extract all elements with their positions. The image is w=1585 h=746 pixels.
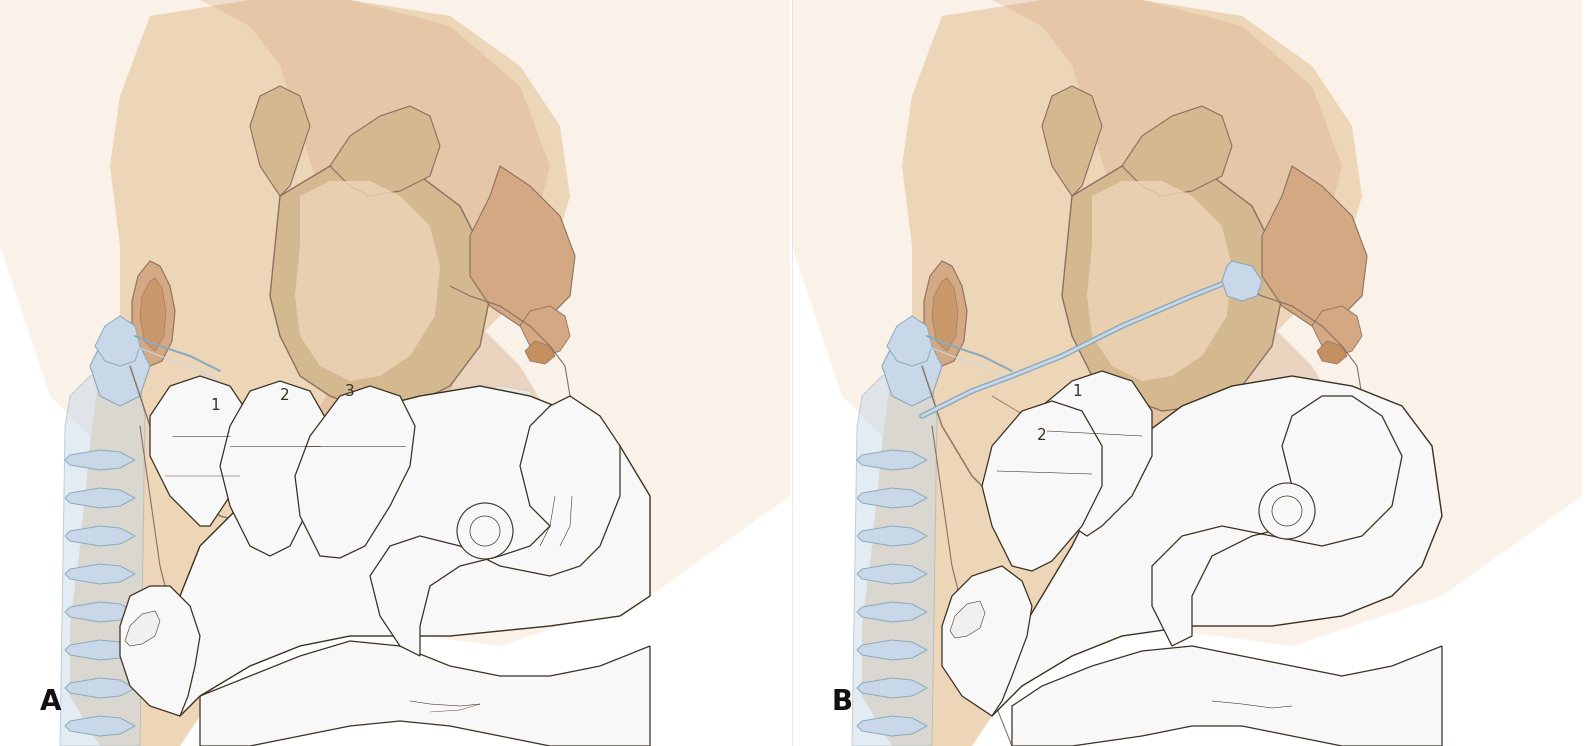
Polygon shape bbox=[857, 488, 927, 508]
Polygon shape bbox=[525, 341, 555, 364]
Text: 1: 1 bbox=[211, 398, 220, 413]
Text: 1: 1 bbox=[1071, 383, 1083, 398]
Polygon shape bbox=[65, 602, 135, 622]
Polygon shape bbox=[70, 326, 320, 746]
Polygon shape bbox=[0, 0, 789, 746]
Polygon shape bbox=[1062, 161, 1282, 411]
Polygon shape bbox=[1087, 181, 1232, 381]
Polygon shape bbox=[200, 641, 650, 746]
Polygon shape bbox=[490, 441, 555, 474]
Polygon shape bbox=[1282, 441, 1347, 474]
Polygon shape bbox=[65, 526, 135, 546]
Circle shape bbox=[1258, 483, 1316, 539]
Polygon shape bbox=[65, 564, 135, 584]
Polygon shape bbox=[65, 450, 135, 470]
Polygon shape bbox=[471, 166, 575, 326]
Polygon shape bbox=[949, 601, 984, 638]
Polygon shape bbox=[65, 640, 135, 660]
Polygon shape bbox=[881, 336, 941, 406]
Polygon shape bbox=[992, 0, 1342, 336]
Polygon shape bbox=[1278, 421, 1342, 458]
Polygon shape bbox=[1032, 371, 1152, 536]
Text: B: B bbox=[832, 688, 853, 716]
Polygon shape bbox=[1312, 306, 1362, 356]
Circle shape bbox=[1322, 481, 1331, 491]
Polygon shape bbox=[125, 611, 160, 646]
Polygon shape bbox=[295, 386, 415, 558]
Polygon shape bbox=[109, 0, 571, 546]
Polygon shape bbox=[932, 278, 957, 351]
Text: 2: 2 bbox=[281, 389, 290, 404]
Polygon shape bbox=[1092, 266, 1352, 586]
Polygon shape bbox=[857, 602, 927, 622]
Text: 2: 2 bbox=[1037, 428, 1046, 444]
Polygon shape bbox=[1011, 646, 1442, 746]
Polygon shape bbox=[220, 381, 330, 556]
Polygon shape bbox=[132, 261, 174, 366]
Polygon shape bbox=[0, 0, 789, 646]
Polygon shape bbox=[1041, 86, 1102, 196]
Polygon shape bbox=[60, 371, 144, 746]
Polygon shape bbox=[1317, 341, 1347, 364]
Polygon shape bbox=[857, 564, 927, 584]
Polygon shape bbox=[992, 376, 1442, 716]
Polygon shape bbox=[139, 278, 166, 351]
Polygon shape bbox=[853, 371, 937, 746]
Polygon shape bbox=[924, 261, 967, 366]
Polygon shape bbox=[269, 161, 490, 411]
Polygon shape bbox=[1122, 106, 1232, 196]
Polygon shape bbox=[300, 266, 560, 586]
Polygon shape bbox=[857, 526, 927, 546]
Circle shape bbox=[456, 503, 514, 559]
Polygon shape bbox=[295, 181, 441, 381]
Polygon shape bbox=[65, 678, 135, 698]
Polygon shape bbox=[1282, 428, 1352, 451]
Polygon shape bbox=[369, 396, 620, 656]
Text: A: A bbox=[40, 688, 62, 716]
Polygon shape bbox=[450, 386, 540, 441]
Text: 3: 3 bbox=[346, 383, 355, 398]
Polygon shape bbox=[792, 0, 1582, 746]
Circle shape bbox=[529, 481, 540, 491]
Polygon shape bbox=[330, 106, 441, 196]
Polygon shape bbox=[862, 326, 1113, 746]
Polygon shape bbox=[520, 306, 571, 356]
Polygon shape bbox=[1243, 386, 1331, 441]
Polygon shape bbox=[1222, 261, 1262, 301]
Polygon shape bbox=[857, 640, 927, 660]
Polygon shape bbox=[490, 428, 560, 451]
Polygon shape bbox=[1262, 166, 1366, 326]
Polygon shape bbox=[250, 86, 311, 196]
Polygon shape bbox=[857, 450, 927, 470]
Polygon shape bbox=[170, 386, 650, 716]
Polygon shape bbox=[902, 0, 1362, 546]
Polygon shape bbox=[888, 316, 932, 366]
Polygon shape bbox=[120, 586, 200, 716]
Polygon shape bbox=[151, 376, 250, 526]
Polygon shape bbox=[485, 421, 550, 458]
Polygon shape bbox=[1152, 396, 1403, 646]
Polygon shape bbox=[65, 716, 135, 736]
Polygon shape bbox=[90, 336, 151, 406]
Polygon shape bbox=[200, 0, 550, 336]
Polygon shape bbox=[941, 566, 1032, 716]
Polygon shape bbox=[65, 488, 135, 508]
Polygon shape bbox=[792, 0, 1582, 646]
Polygon shape bbox=[857, 678, 927, 698]
Polygon shape bbox=[857, 716, 927, 736]
Polygon shape bbox=[95, 316, 139, 366]
Polygon shape bbox=[983, 401, 1102, 571]
